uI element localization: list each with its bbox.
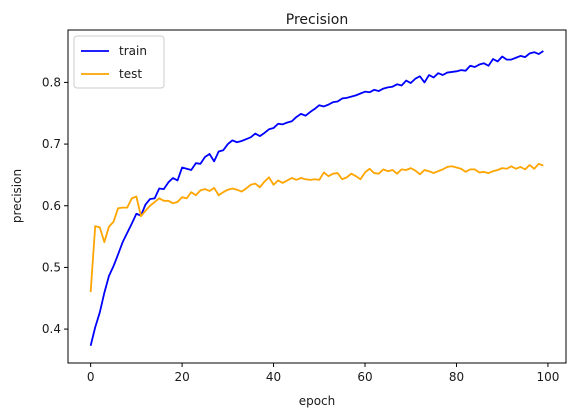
legend-label-test: test: [119, 67, 142, 81]
x-tick-label: 100: [536, 370, 559, 384]
plot-area-frame: [67, 29, 567, 364]
x-tick-label: 40: [266, 370, 281, 384]
x-tick-label: 80: [449, 370, 464, 384]
x-tick-label: 0: [87, 370, 95, 384]
series-line-test: [89, 162, 544, 293]
chart-title: Precision: [286, 12, 348, 28]
x-axis-label: epoch: [299, 394, 336, 408]
x-tick-label: 20: [174, 370, 189, 384]
series-layer: [89, 50, 544, 346]
y-tick-label: 0.5: [42, 260, 61, 274]
legend-box: [73, 35, 165, 89]
series-line-train: [89, 50, 544, 346]
y-tick-label: 0.7: [42, 137, 61, 151]
y-tick-label: 0.8: [42, 75, 61, 89]
y-tick-label: 0.6: [42, 199, 61, 213]
legend: train test: [73, 35, 165, 89]
y-axis-label: precision: [10, 169, 24, 223]
x-tick-label: 60: [357, 370, 372, 384]
y-axis-ticks: 0.4 0.5 0.6 0.7 0.8: [42, 75, 68, 336]
legend-label-train: train: [119, 44, 147, 58]
x-axis-ticks: 0 20 40 60 80 100: [87, 363, 559, 384]
y-tick-label: 0.4: [42, 322, 61, 336]
